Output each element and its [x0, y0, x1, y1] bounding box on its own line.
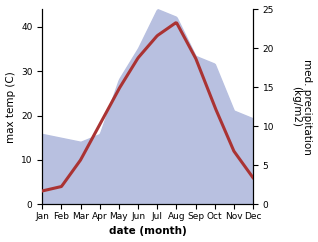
- Y-axis label: max temp (C): max temp (C): [5, 71, 16, 143]
- Y-axis label: med. precipitation
(kg/m2): med. precipitation (kg/m2): [291, 59, 313, 155]
- X-axis label: date (month): date (month): [109, 227, 187, 236]
